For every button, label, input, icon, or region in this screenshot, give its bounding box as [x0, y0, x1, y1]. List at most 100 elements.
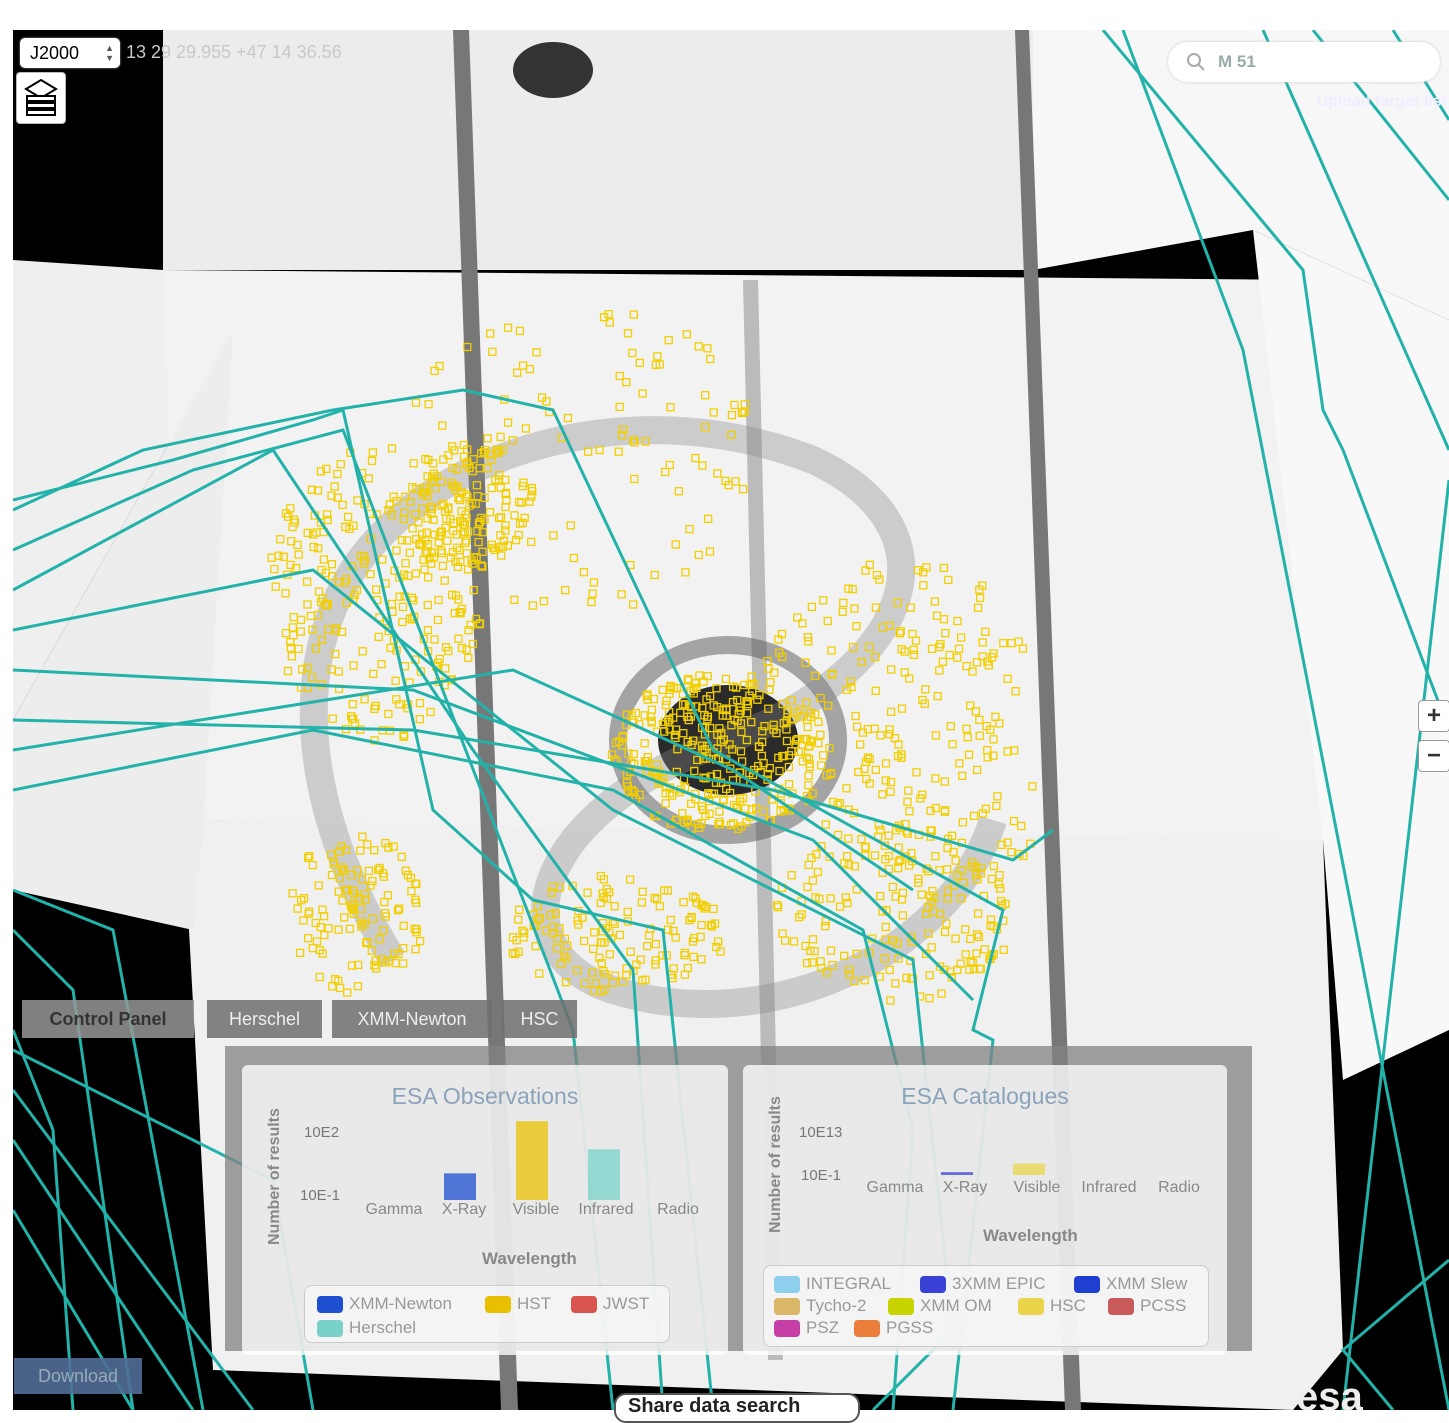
hsc-source-marker[interactable]: [692, 898, 701, 908]
hsc-source-marker[interactable]: [430, 635, 439, 644]
hsc-source-marker[interactable]: [827, 669, 836, 679]
hsc-source-marker[interactable]: [610, 902, 619, 911]
hsc-source-marker[interactable]: [546, 910, 555, 920]
hsc-source-marker[interactable]: [453, 482, 462, 491]
hsc-source-marker[interactable]: [401, 559, 410, 568]
hsc-source-marker[interactable]: [520, 513, 529, 523]
hsc-source-marker[interactable]: [561, 978, 571, 987]
hsc-source-marker[interactable]: [905, 807, 914, 816]
search-input[interactable]: M 51: [1168, 42, 1440, 82]
hsc-source-marker[interactable]: [881, 922, 890, 932]
hsc-source-marker[interactable]: [345, 924, 355, 933]
hsc-source-marker[interactable]: [811, 671, 820, 680]
hsc-source-marker[interactable]: [338, 896, 347, 905]
legend-item[interactable]: XMM Slew: [1074, 1274, 1187, 1294]
hsc-source-marker[interactable]: [978, 638, 987, 647]
hsc-source-marker[interactable]: [743, 697, 752, 706]
hsc-source-marker[interactable]: [766, 678, 775, 687]
hsc-source-marker[interactable]: [368, 876, 377, 886]
hsc-source-marker[interactable]: [421, 483, 431, 492]
hsc-source-marker[interactable]: [922, 909, 931, 919]
hsc-source-marker[interactable]: [617, 430, 627, 440]
hsc-source-marker[interactable]: [951, 856, 960, 865]
hsc-source-marker[interactable]: [415, 714, 424, 724]
hsc-source-marker[interactable]: [897, 645, 906, 654]
hsc-source-marker[interactable]: [683, 816, 692, 825]
hsc-source-marker[interactable]: [328, 982, 337, 991]
hsc-source-marker[interactable]: [462, 645, 471, 654]
hsc-source-marker[interactable]: [810, 710, 820, 719]
hsc-source-marker[interactable]: [510, 595, 519, 605]
hsc-source-marker[interactable]: [803, 882, 812, 892]
hsc-source-marker[interactable]: [331, 649, 340, 659]
hsc-source-marker[interactable]: [946, 722, 955, 731]
hsc-source-marker[interactable]: [975, 593, 985, 603]
hsc-source-marker[interactable]: [379, 926, 388, 935]
hsc-source-marker[interactable]: [347, 870, 356, 879]
hsc-source-marker[interactable]: [966, 934, 975, 944]
hsc-source-marker[interactable]: [479, 447, 489, 457]
hsc-source-marker[interactable]: [827, 646, 836, 655]
hsc-source-marker[interactable]: [714, 937, 723, 946]
hsc-source-marker[interactable]: [826, 768, 835, 778]
hsc-source-marker[interactable]: [295, 948, 305, 957]
hsc-source-marker[interactable]: [980, 945, 989, 954]
hsc-source-marker[interactable]: [314, 544, 323, 553]
hsc-source-marker[interactable]: [549, 928, 558, 938]
hsc-source-marker[interactable]: [681, 568, 690, 577]
hsc-source-marker[interactable]: [955, 759, 964, 768]
hsc-source-marker[interactable]: [875, 972, 884, 981]
hsc-source-marker[interactable]: [374, 632, 383, 642]
hsc-source-marker[interactable]: [377, 659, 386, 669]
hsc-source-marker[interactable]: [394, 949, 403, 959]
hsc-source-marker[interactable]: [881, 759, 891, 768]
hsc-source-marker[interactable]: [483, 434, 492, 443]
hsc-source-marker[interactable]: [521, 424, 531, 433]
hsc-source-marker[interactable]: [983, 745, 992, 755]
hsc-source-marker[interactable]: [485, 507, 495, 517]
hsc-source-marker[interactable]: [638, 389, 647, 398]
hsc-source-marker[interactable]: [665, 689, 674, 698]
hsc-source-marker[interactable]: [969, 811, 979, 821]
hsc-source-marker[interactable]: [740, 407, 749, 416]
hsc-source-marker[interactable]: [384, 709, 393, 719]
hsc-source-marker[interactable]: [875, 575, 884, 584]
hsc-source-marker[interactable]: [629, 310, 638, 319]
hsc-source-marker[interactable]: [936, 909, 945, 919]
hsc-source-marker[interactable]: [730, 400, 739, 410]
hsc-source-marker[interactable]: [518, 518, 527, 528]
hsc-source-marker[interactable]: [478, 547, 487, 556]
hsc-source-marker[interactable]: [778, 929, 787, 938]
hsc-source-marker[interactable]: [514, 947, 523, 956]
hsc-source-marker[interactable]: [498, 445, 507, 454]
hsc-source-marker[interactable]: [579, 568, 589, 577]
hsc-source-marker[interactable]: [527, 537, 536, 547]
hsc-source-marker[interactable]: [503, 323, 513, 332]
hsc-source-marker[interactable]: [375, 934, 384, 944]
hsc-source-marker[interactable]: [1010, 746, 1019, 755]
hsc-source-marker[interactable]: [458, 529, 468, 538]
hsc-source-marker[interactable]: [908, 629, 917, 639]
hsc-source-marker[interactable]: [464, 653, 473, 663]
hsc-source-marker[interactable]: [327, 560, 337, 569]
hsc-source-marker[interactable]: [288, 623, 297, 632]
hsc-source-marker[interactable]: [439, 455, 448, 464]
hsc-source-marker[interactable]: [448, 463, 457, 473]
hsc-source-marker[interactable]: [961, 950, 970, 959]
hsc-source-marker[interactable]: [276, 535, 285, 544]
hsc-source-marker[interactable]: [434, 538, 443, 547]
hsc-source-marker[interactable]: [903, 797, 912, 806]
hsc-source-marker[interactable]: [678, 809, 687, 818]
hsc-source-marker[interactable]: [337, 842, 346, 851]
hsc-source-marker[interactable]: [513, 368, 522, 377]
hsc-source-marker[interactable]: [303, 600, 312, 609]
hsc-source-marker[interactable]: [750, 680, 759, 689]
download-button[interactable]: Download: [14, 1358, 142, 1394]
hsc-source-marker[interactable]: [954, 644, 964, 653]
bar-hst[interactable]: [516, 1121, 548, 1200]
hsc-source-marker[interactable]: [427, 473, 437, 483]
hsc-source-marker[interactable]: [563, 941, 572, 950]
hsc-source-marker[interactable]: [701, 391, 710, 400]
hsc-source-marker[interactable]: [844, 965, 854, 974]
hsc-source-marker[interactable]: [607, 750, 617, 759]
